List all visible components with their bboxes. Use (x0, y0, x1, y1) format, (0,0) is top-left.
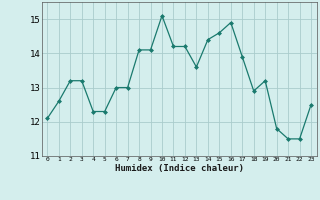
X-axis label: Humidex (Indice chaleur): Humidex (Indice chaleur) (115, 164, 244, 173)
